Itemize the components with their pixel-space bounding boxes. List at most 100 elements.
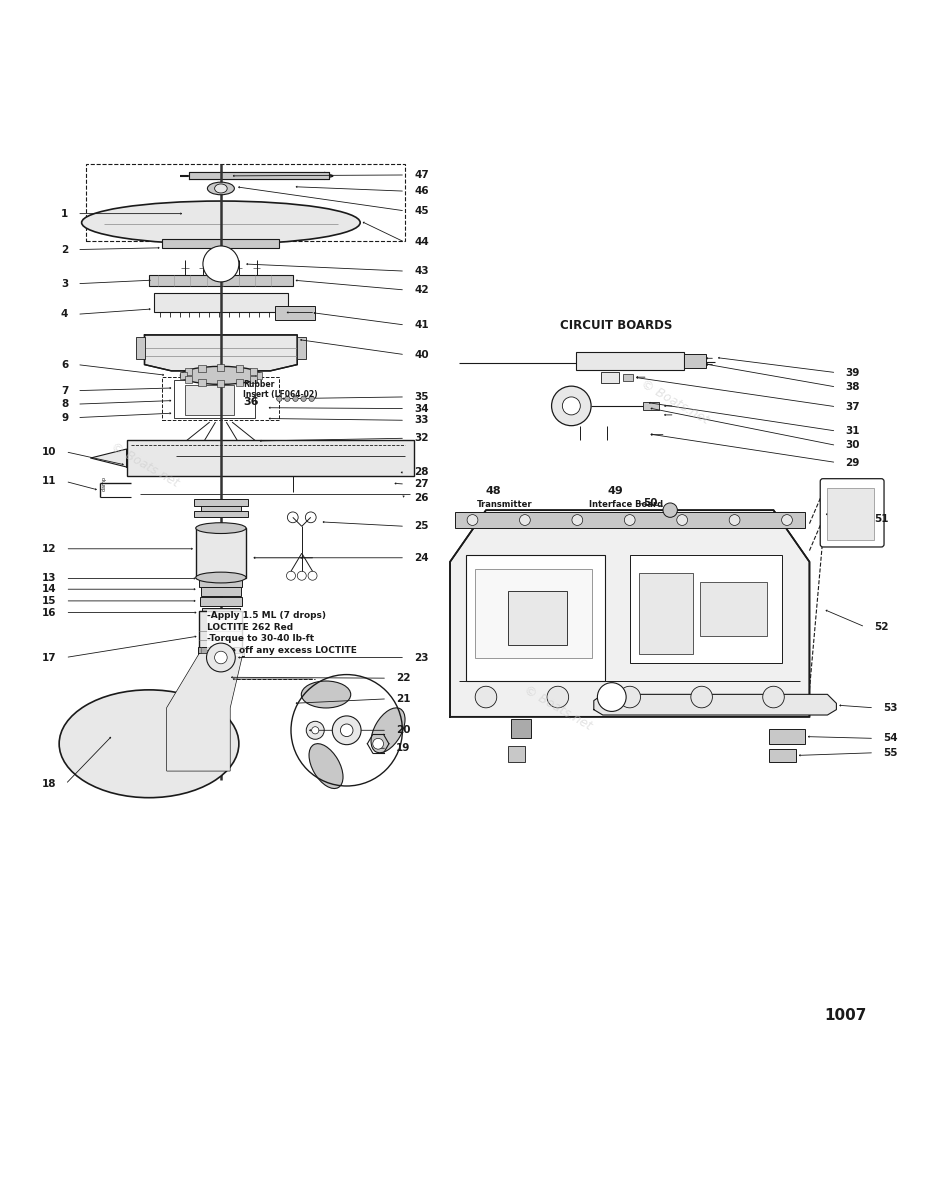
Text: 2: 2 xyxy=(61,245,68,254)
Text: 39: 39 xyxy=(845,367,860,378)
Bar xyxy=(217,364,225,371)
Bar xyxy=(174,380,255,418)
Text: 44: 44 xyxy=(414,238,429,247)
Text: 46: 46 xyxy=(414,186,429,196)
Ellipse shape xyxy=(371,708,405,752)
Bar xyxy=(250,367,257,374)
Text: © Boats.net: © Boats.net xyxy=(109,440,181,490)
Polygon shape xyxy=(167,654,242,770)
Bar xyxy=(136,337,144,359)
Bar xyxy=(199,611,242,654)
Bar xyxy=(197,647,244,655)
Text: 28: 28 xyxy=(414,468,429,478)
Bar xyxy=(184,367,192,374)
Circle shape xyxy=(572,515,583,526)
Text: 11: 11 xyxy=(42,476,56,486)
Text: 18: 18 xyxy=(42,779,56,790)
Bar xyxy=(198,365,206,372)
Bar xyxy=(475,569,592,659)
Bar xyxy=(576,352,683,370)
Bar xyxy=(511,719,531,738)
Ellipse shape xyxy=(59,690,239,798)
Bar xyxy=(236,379,243,386)
Text: 21: 21 xyxy=(396,694,411,704)
Text: 22: 22 xyxy=(396,673,411,683)
Text: 50: 50 xyxy=(643,498,658,508)
Bar xyxy=(163,239,279,247)
Text: 24: 24 xyxy=(414,553,429,563)
Text: 3: 3 xyxy=(61,278,68,289)
Circle shape xyxy=(293,396,299,402)
Text: 37: 37 xyxy=(845,402,860,412)
Text: 14: 14 xyxy=(42,584,56,594)
Text: clamp: clamp xyxy=(101,476,107,491)
Circle shape xyxy=(214,652,227,664)
Text: 49: 49 xyxy=(607,486,623,496)
Circle shape xyxy=(203,246,239,282)
Ellipse shape xyxy=(181,366,261,384)
Bar xyxy=(455,512,805,528)
Text: 32: 32 xyxy=(414,433,429,443)
Text: 26: 26 xyxy=(414,492,429,503)
Bar xyxy=(196,528,246,577)
Text: Interface Board: Interface Board xyxy=(590,499,664,509)
Bar xyxy=(86,164,405,240)
Bar xyxy=(236,365,243,372)
Circle shape xyxy=(300,396,306,402)
Text: 16: 16 xyxy=(42,607,56,618)
Text: 47: 47 xyxy=(414,170,429,180)
Bar xyxy=(298,337,306,359)
Circle shape xyxy=(619,686,640,708)
Circle shape xyxy=(312,727,319,734)
Circle shape xyxy=(597,683,626,712)
Text: -Apply 1.5 ML (7 drops)
LOCTITE 262 Red
-Torque to 30-40 lb-ft
-Wipe off any exc: -Apply 1.5 ML (7 drops) LOCTITE 262 Red … xyxy=(208,611,358,655)
Bar xyxy=(198,379,206,386)
Ellipse shape xyxy=(214,184,227,193)
Bar xyxy=(255,372,262,379)
Ellipse shape xyxy=(196,523,246,534)
Polygon shape xyxy=(593,695,837,715)
Bar xyxy=(201,499,241,517)
Text: 52: 52 xyxy=(874,622,888,632)
Text: 38: 38 xyxy=(845,382,860,392)
Circle shape xyxy=(729,515,740,526)
Text: 20: 20 xyxy=(396,725,411,736)
Text: 29: 29 xyxy=(845,457,860,468)
Bar xyxy=(201,588,241,596)
Text: PCB: PCB xyxy=(844,510,857,515)
Bar xyxy=(154,293,288,312)
Circle shape xyxy=(308,571,317,581)
Circle shape xyxy=(306,721,324,739)
Circle shape xyxy=(305,512,316,523)
Circle shape xyxy=(332,716,361,745)
Circle shape xyxy=(677,515,688,526)
Circle shape xyxy=(373,738,384,749)
Ellipse shape xyxy=(301,682,351,708)
Bar xyxy=(199,578,242,588)
Circle shape xyxy=(341,724,353,737)
Bar xyxy=(827,487,874,540)
Text: 51: 51 xyxy=(874,514,888,524)
Text: 42: 42 xyxy=(414,284,429,295)
Circle shape xyxy=(691,686,712,708)
Text: 4: 4 xyxy=(61,310,68,319)
Polygon shape xyxy=(144,335,298,371)
Bar xyxy=(466,556,606,680)
Circle shape xyxy=(285,396,290,402)
Text: 31: 31 xyxy=(845,426,860,436)
Circle shape xyxy=(551,386,592,426)
Bar xyxy=(250,376,257,383)
Text: 15: 15 xyxy=(42,596,56,606)
Text: 25: 25 xyxy=(414,521,429,532)
Bar xyxy=(194,499,248,505)
Bar xyxy=(163,377,279,420)
Circle shape xyxy=(467,515,478,526)
Text: 17: 17 xyxy=(42,653,56,662)
Ellipse shape xyxy=(196,572,246,583)
Text: 41: 41 xyxy=(414,320,429,330)
Polygon shape xyxy=(91,449,126,467)
Text: 27: 27 xyxy=(414,479,429,490)
Text: 23: 23 xyxy=(414,653,429,662)
Bar xyxy=(126,440,414,476)
Ellipse shape xyxy=(208,182,234,194)
